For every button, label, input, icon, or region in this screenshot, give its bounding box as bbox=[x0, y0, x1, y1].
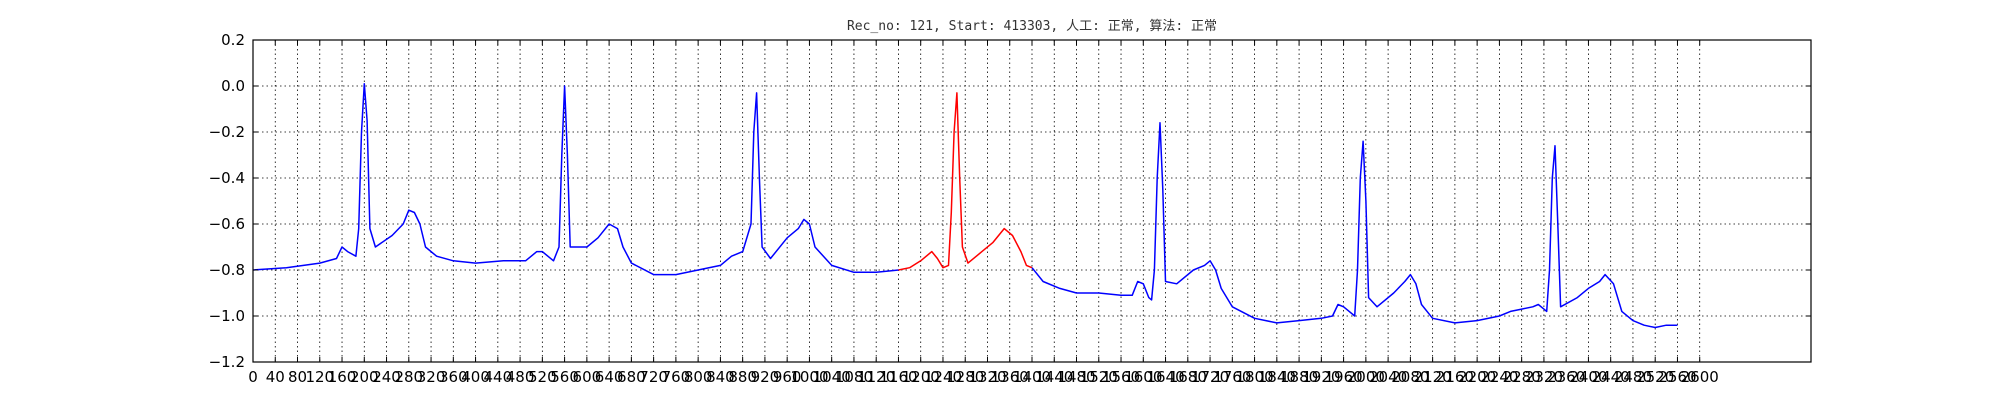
x-tick-label: 2120 bbox=[1414, 368, 1452, 386]
x-tick-label: 1920 bbox=[1302, 368, 1340, 386]
x-tick-label: 2080 bbox=[1391, 368, 1429, 386]
x-tick-label: 280 bbox=[394, 368, 423, 386]
y-tick-label: −0.6 bbox=[209, 215, 245, 233]
x-tick-label: 2600 bbox=[1681, 368, 1719, 386]
y-tick-label: 0.0 bbox=[221, 77, 245, 95]
x-tick-label: 920 bbox=[751, 368, 780, 386]
y-tick-label: −1.2 bbox=[209, 353, 245, 371]
x-tick-label: 1600 bbox=[1124, 368, 1162, 386]
x-tick-label: 2480 bbox=[1614, 368, 1652, 386]
x-tick-label: 520 bbox=[528, 368, 557, 386]
x-tick-label: 1640 bbox=[1146, 368, 1184, 386]
x-tick-label: 1080 bbox=[835, 368, 873, 386]
x-tick-label: 1320 bbox=[968, 368, 1006, 386]
x-tick-label: 1000 bbox=[790, 368, 828, 386]
series-layer bbox=[252, 82, 1678, 329]
x-tick-label: 1880 bbox=[1280, 368, 1318, 386]
x-tick-label: 720 bbox=[639, 368, 668, 386]
plot-frame bbox=[252, 39, 1812, 363]
x-tick-label: 1160 bbox=[879, 368, 917, 386]
x-tick-label: 2520 bbox=[1636, 368, 1674, 386]
x-tick-label: 120 bbox=[305, 368, 334, 386]
x-tick-label: 2160 bbox=[1436, 368, 1474, 386]
series-line-2 bbox=[898, 92, 1033, 271]
tick-layer bbox=[252, 39, 1811, 363]
x-tick-label: 600 bbox=[573, 368, 602, 386]
x-tick-label: 1120 bbox=[857, 368, 895, 386]
x-tick-label: 1960 bbox=[1325, 368, 1363, 386]
x-tick-label: 0 bbox=[248, 368, 258, 386]
x-tick-label: 680 bbox=[617, 368, 646, 386]
x-tick-label: 240 bbox=[372, 368, 401, 386]
x-tick-label: 2400 bbox=[1569, 368, 1607, 386]
grid-layer bbox=[252, 39, 1811, 363]
y-tick-label: 0.2 bbox=[221, 31, 245, 49]
y-tick-label: −0.4 bbox=[209, 169, 245, 187]
x-tick-label: 560 bbox=[550, 368, 579, 386]
chart-title: Rec_no: 121, Start: 413303, 人工: 正常, 算法: … bbox=[847, 19, 1217, 34]
y-tick-label: −1.0 bbox=[209, 307, 245, 325]
x-tick-label: 640 bbox=[595, 368, 624, 386]
y-tick-label: −0.8 bbox=[209, 261, 245, 279]
x-tick-label: 1200 bbox=[902, 368, 940, 386]
x-tick-label: 1480 bbox=[1057, 368, 1095, 386]
x-tick-label: 1560 bbox=[1102, 368, 1140, 386]
x-tick-label: 2280 bbox=[1503, 368, 1541, 386]
y-tick-label: −0.2 bbox=[209, 123, 245, 141]
x-tick-label: 200 bbox=[350, 368, 379, 386]
x-tick-label: 840 bbox=[706, 368, 735, 386]
x-tick-label: 1360 bbox=[991, 368, 1029, 386]
x-tick-label: 1760 bbox=[1213, 368, 1251, 386]
x-tick-label: 400 bbox=[461, 368, 490, 386]
x-tick-label: 800 bbox=[684, 368, 713, 386]
y-tick-labels: 0.2 0.0 −0.2 −0.4 −0.6 −0.8 −1.0 −1.2 bbox=[209, 31, 245, 371]
x-tick-label: 1720 bbox=[1191, 368, 1229, 386]
x-tick-label: 2360 bbox=[1547, 368, 1585, 386]
x-tick-label: 1680 bbox=[1169, 368, 1207, 386]
x-tick-label: 1520 bbox=[1080, 368, 1118, 386]
x-tick-label: 760 bbox=[662, 368, 691, 386]
x-tick-label: 1240 bbox=[924, 368, 962, 386]
x-tick-label: 2560 bbox=[1658, 368, 1696, 386]
x-tick-label: 80 bbox=[288, 368, 307, 386]
x-tick-label: 1040 bbox=[813, 368, 851, 386]
x-tick-label: 2040 bbox=[1369, 368, 1407, 386]
x-tick-label: 480 bbox=[506, 368, 535, 386]
x-tick-label: 40 bbox=[266, 368, 285, 386]
x-tick-label: 2240 bbox=[1480, 368, 1518, 386]
x-tick-label: 160 bbox=[328, 368, 357, 386]
x-tick-label: 2440 bbox=[1592, 368, 1630, 386]
x-tick-label: 2200 bbox=[1458, 368, 1496, 386]
x-tick-label: 880 bbox=[728, 368, 757, 386]
x-tick-label: 2000 bbox=[1347, 368, 1385, 386]
x-tick-labels: 0 40 8012016020024028032036040044048052056… bbox=[248, 368, 1719, 386]
x-tick-label: 960 bbox=[773, 368, 802, 386]
x-tick-label: 360 bbox=[439, 368, 468, 386]
x-tick-label: 2320 bbox=[1525, 368, 1563, 386]
x-tick-label: 1280 bbox=[946, 368, 984, 386]
x-tick-label: 320 bbox=[417, 368, 446, 386]
x-tick-label: 1400 bbox=[1013, 368, 1051, 386]
x-tick-label: 1840 bbox=[1258, 368, 1296, 386]
x-tick-label: 1800 bbox=[1235, 368, 1273, 386]
x-tick-label: 440 bbox=[484, 368, 513, 386]
series-line-3 bbox=[1031, 122, 1678, 329]
x-tick-label: 1440 bbox=[1035, 368, 1073, 386]
series-line-1 bbox=[252, 82, 899, 276]
